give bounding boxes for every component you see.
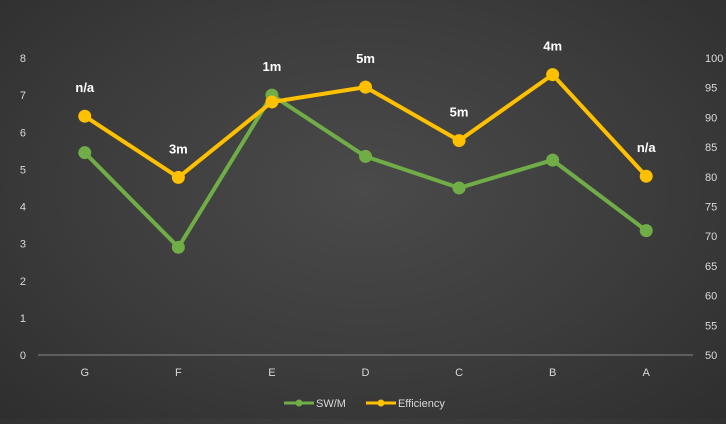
data-point-efficiency <box>359 80 372 94</box>
data-point-sw-m <box>359 149 372 163</box>
y-right-tick-label: 90 <box>705 112 717 124</box>
data-point-efficiency <box>78 109 92 123</box>
y-right-tick-label: 60 <box>705 291 717 303</box>
legend: SW/M Efficiency <box>284 398 445 410</box>
y-left-tick-label: 5 <box>20 164 26 176</box>
y-right-tick-label: 55 <box>705 320 717 332</box>
y-left-tick-label: 6 <box>20 127 26 139</box>
y-right-tick-label: 95 <box>705 83 717 95</box>
y-left-tick-label: 0 <box>20 350 26 362</box>
legend-label-sw-m: SW/M <box>316 398 346 410</box>
y-left-tick-label: 4 <box>20 202 26 214</box>
y-right-tick-label: 100 <box>705 53 723 65</box>
legend-swatch-marker-sw-m <box>295 399 303 407</box>
y-right-tick-label: 75 <box>705 202 717 214</box>
y-right-tick-label: 80 <box>705 172 717 184</box>
data-point-sw-m <box>78 146 92 160</box>
y-right-tick-label: 65 <box>705 261 717 273</box>
annotation-labels: n/a 3m 1m 5m 5m 4m n/a <box>75 39 656 157</box>
y-left-tick-label: 7 <box>20 90 26 102</box>
annotation-label: 5m <box>356 51 375 66</box>
x-tick-label-e: E <box>268 367 275 379</box>
data-point-sw-m <box>171 240 185 254</box>
y-left-tick-label: 8 <box>20 53 26 65</box>
legend-swatch-marker-efficiency <box>377 399 385 407</box>
series-markers <box>78 68 653 254</box>
data-point-efficiency <box>639 169 653 183</box>
y-axis-left-tick-labels: 0 1 2 3 4 5 6 7 8 <box>20 53 26 362</box>
data-point-efficiency <box>265 95 279 109</box>
x-tick-label-c: C <box>455 367 463 379</box>
x-tick-label-f: F <box>175 367 182 379</box>
data-point-sw-m <box>639 224 653 238</box>
data-point-efficiency <box>171 170 185 184</box>
y-right-tick-label: 50 <box>705 350 717 362</box>
data-point-sw-m <box>546 153 560 167</box>
y-right-tick-label: 70 <box>705 231 717 243</box>
annotation-label: 4m <box>543 39 562 54</box>
y-left-tick-label: 3 <box>20 239 26 251</box>
annotation-label: 5m <box>450 105 469 120</box>
data-point-efficiency <box>546 68 560 82</box>
annotation-label: n/a <box>75 80 95 95</box>
y-axis-right-tick-labels: 50 55 60 65 70 75 80 85 90 95 100 <box>705 53 723 362</box>
annotation-label: 3m <box>169 141 188 156</box>
x-tick-label-d: D <box>362 367 370 379</box>
y-left-tick-label: 2 <box>20 276 26 288</box>
legend-label-efficiency: Efficiency <box>398 398 445 410</box>
data-point-efficiency <box>452 134 466 148</box>
y-right-tick-label: 85 <box>705 142 717 154</box>
data-point-sw-m <box>452 181 466 195</box>
annotation-label: 1m <box>263 59 282 74</box>
x-tick-label-g: G <box>81 367 90 379</box>
y-left-tick-label: 1 <box>20 313 26 325</box>
x-tick-label-a: A <box>643 367 651 379</box>
annotation-label: n/a <box>637 140 657 155</box>
x-tick-label-b: B <box>549 367 556 379</box>
